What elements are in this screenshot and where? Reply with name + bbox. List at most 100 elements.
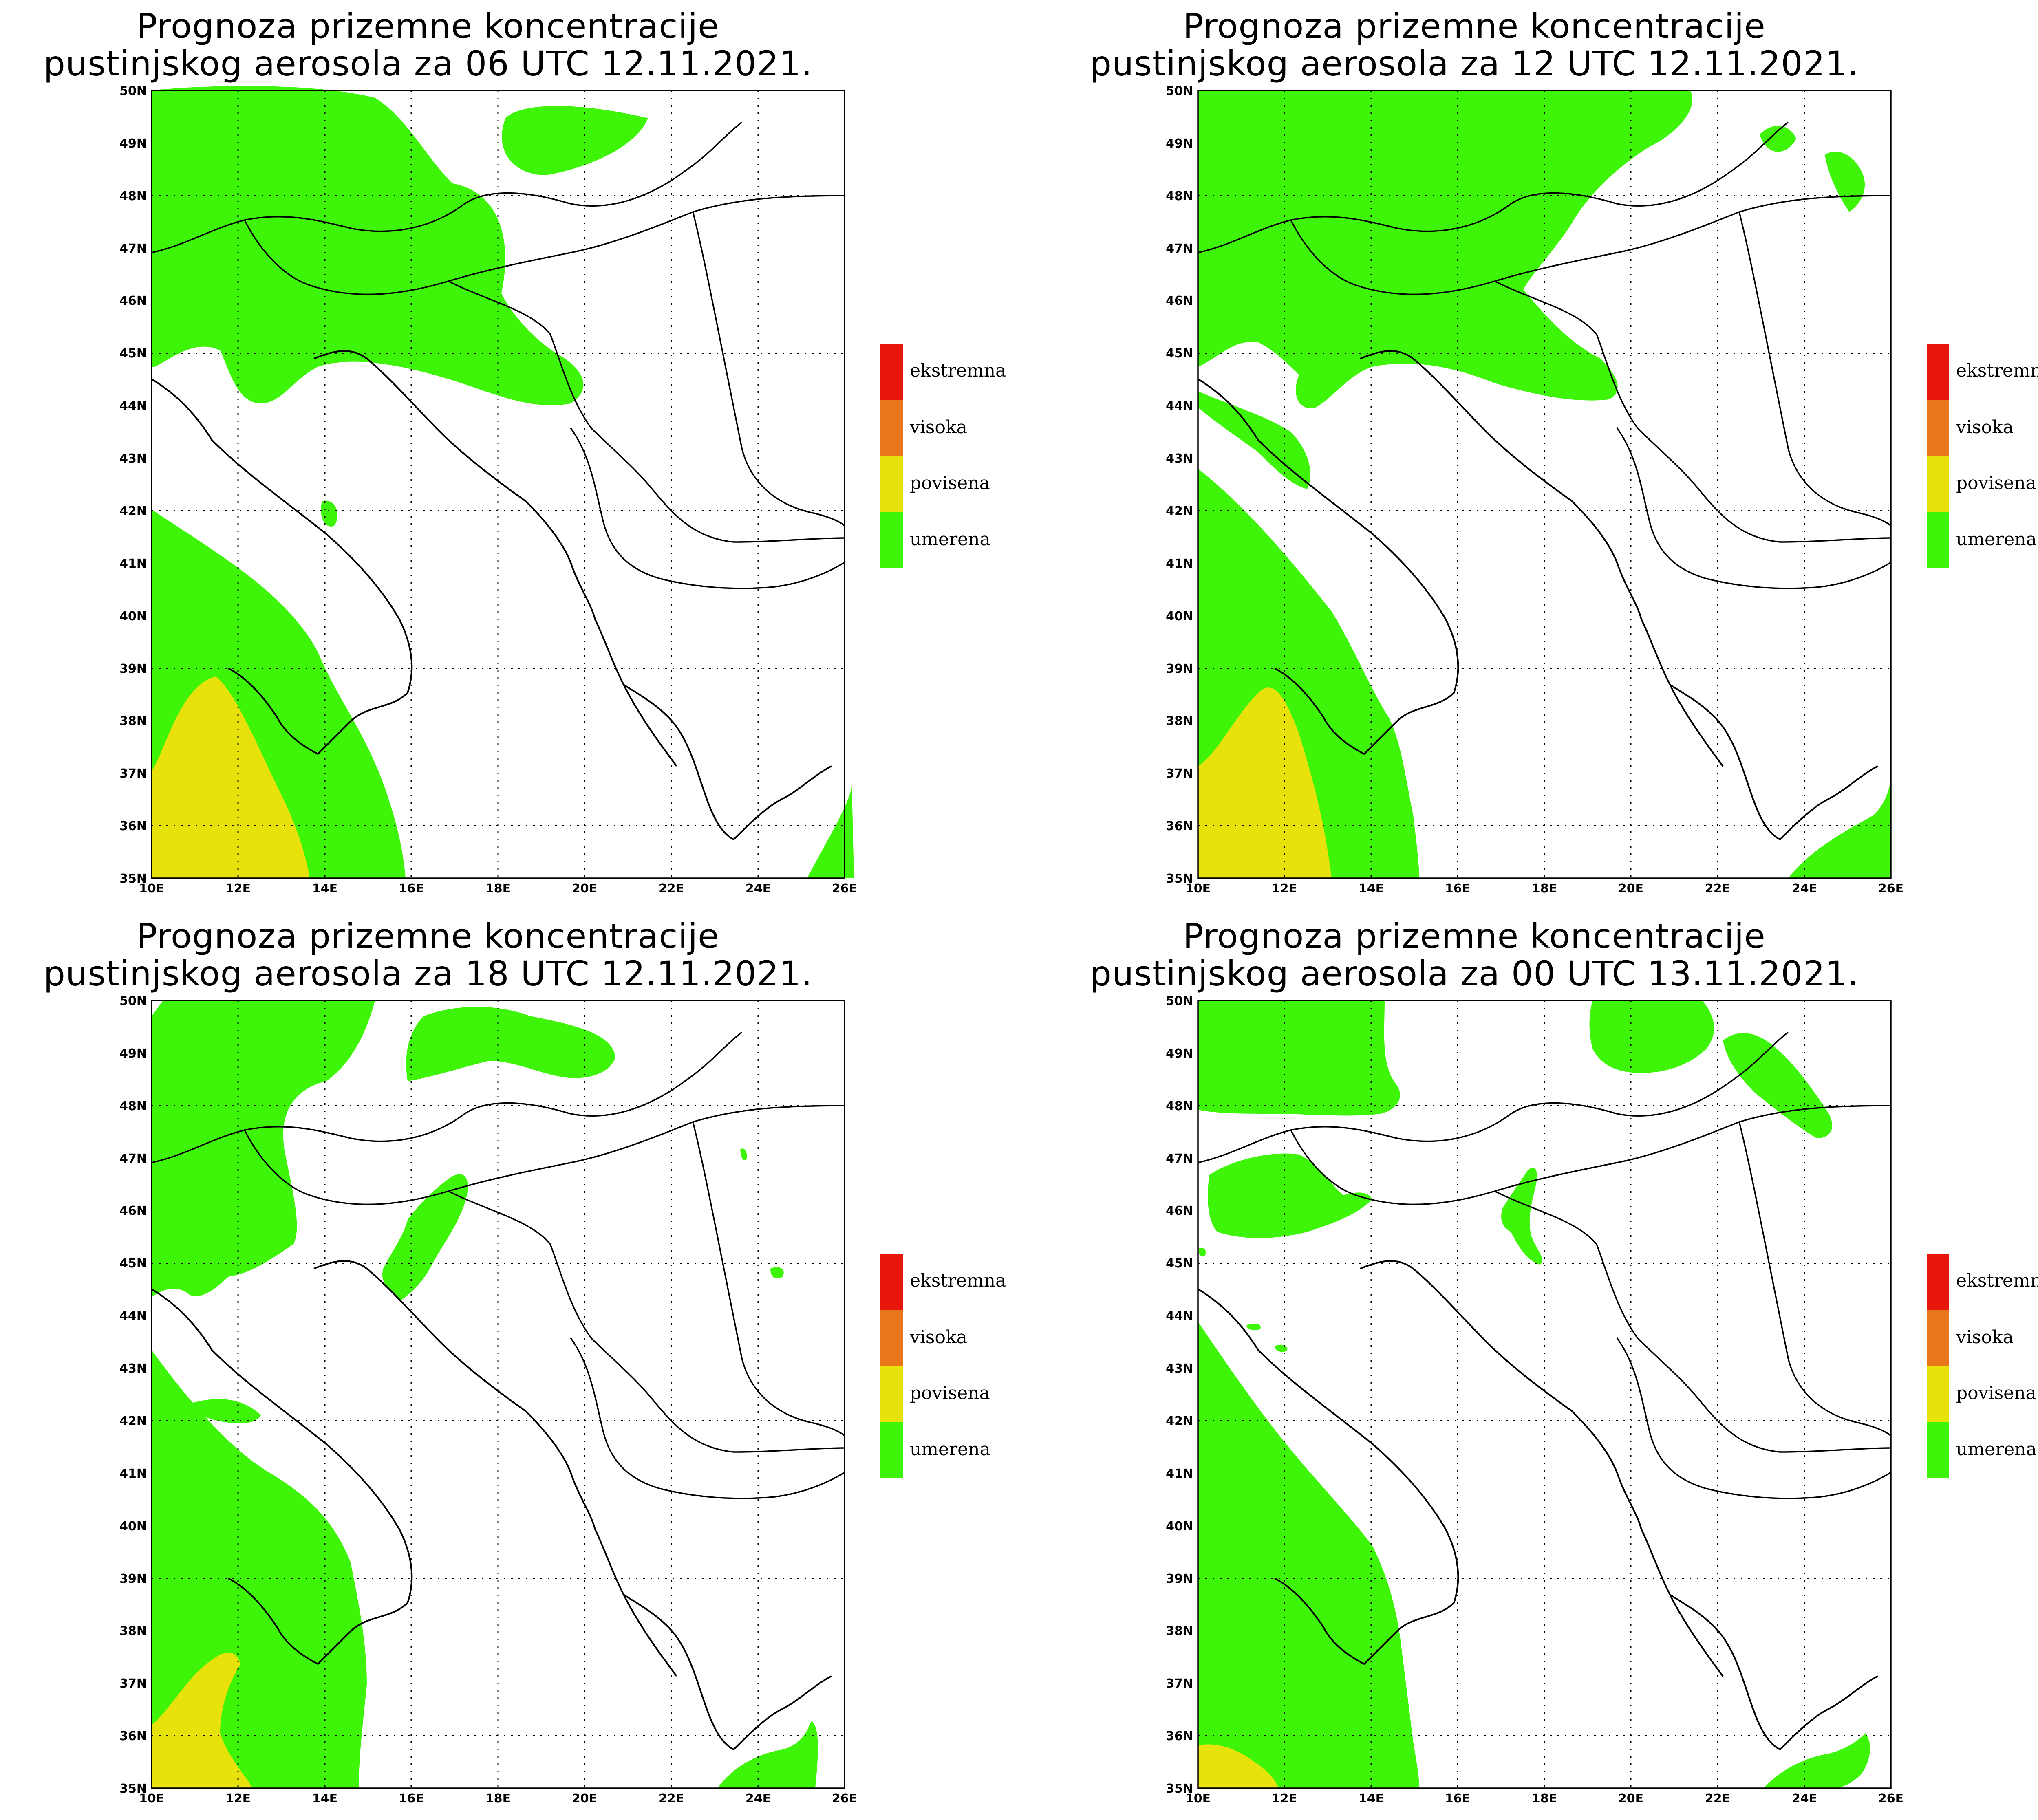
legend-label-ekstremna: ekstremna — [1956, 360, 2038, 381]
lon-label: 22E — [659, 881, 684, 896]
lat-label: 39N — [119, 1572, 147, 1586]
border-central — [244, 1105, 845, 1205]
legend-swatch-umerena — [1927, 512, 1949, 568]
gridlines — [152, 90, 845, 878]
lat-label: 42N — [119, 504, 147, 518]
elevated-zone — [152, 676, 310, 878]
lon-label: 20E — [572, 1791, 597, 1806]
legend-label-ekstremna: ekstremna — [910, 360, 1006, 381]
lat-label: 48N — [119, 189, 147, 203]
lon-label: 10E — [139, 1791, 164, 1806]
lon-label: 10E — [1185, 1791, 1211, 1806]
lat-label: 41N — [119, 1467, 147, 1481]
lat-label: 50N — [1166, 84, 1193, 98]
lat-label: 48N — [119, 1099, 147, 1113]
forecast-map-2: 50N 49N 48N 47N 46N 45N 44N 43N 42N 41N … — [1166, 84, 2038, 896]
border-east — [1738, 212, 1892, 527]
moderate-zone-ro-dot — [770, 1267, 784, 1278]
lat-label: 50N — [119, 84, 147, 98]
elevated-zone — [1198, 687, 1332, 878]
map-frame — [151, 1000, 845, 1789]
longitude-labels: 10E 12E 14E 16E 18E 20E 22E 24E 26E — [139, 881, 857, 896]
lat-label: 43N — [119, 1362, 147, 1376]
lon-label: 20E — [572, 881, 597, 896]
legend: ekstremna visoka povisena umerena — [1927, 344, 2038, 568]
forecast-map-1: 50N 49N 48N 47N 46N 45N 44N 43N 42N 41N … — [119, 84, 1006, 896]
forecast-panel-1: Prognoza prizemne koncentracije pustinjs… — [0, 0, 1046, 910]
moderate-zone-ukraine — [1760, 126, 1796, 152]
longitude-labels: 10E 12E 14E 16E 18E 20E 22E 24E 26E — [139, 1791, 857, 1806]
gridlines — [152, 1000, 845, 1788]
lat-label: 41N — [1166, 1467, 1193, 1481]
lon-label: 12E — [225, 881, 251, 896]
lat-label: 50N — [119, 994, 147, 1008]
lat-label: 37N — [1166, 767, 1193, 781]
adriatic-east-coast — [1360, 1260, 1724, 1677]
legend-label-umerena: umerena — [910, 1439, 990, 1460]
moderate-zone-ukraine-2 — [1825, 152, 1865, 212]
lon-label: 22E — [1705, 881, 1730, 896]
aerosol-fields — [1198, 1000, 1870, 1788]
lon-label: 18E — [1532, 1791, 1557, 1806]
lat-label: 46N — [1166, 1204, 1193, 1218]
lat-label: 41N — [1166, 557, 1193, 571]
moderate-zone-north — [152, 86, 584, 405]
moderate-zone-austria — [1208, 1153, 1372, 1238]
lat-label: 44N — [119, 1309, 147, 1323]
moderate-zone-hu-dot — [740, 1148, 747, 1161]
panel-title-line2: pustinjskog aerosola za 18 UTC 12.11.202… — [43, 954, 813, 994]
lon-label: 10E — [139, 881, 164, 896]
moderate-zone-northwest — [152, 1000, 375, 1297]
lat-label: 50N — [1166, 994, 1193, 1008]
lat-label: 42N — [1166, 1414, 1193, 1428]
moderate-zone-north-center — [406, 1007, 615, 1081]
border-east — [692, 212, 845, 527]
moderate-zone-southeast — [807, 787, 854, 878]
moderate-zone-northwest — [1198, 1000, 1400, 1116]
border-balkan — [1494, 280, 1891, 543]
lat-label: 47N — [1166, 242, 1193, 256]
legend-label-visoka: visoka — [909, 417, 967, 438]
lat-label: 41N — [119, 557, 147, 571]
legend-label-ekstremna: ekstremna — [1956, 1270, 2038, 1291]
lon-label: 18E — [485, 1791, 511, 1806]
panel-title-line2: pustinjskog aerosola za 12 UTC 12.11.202… — [1090, 44, 1859, 84]
elevated-zone — [1198, 1744, 1279, 1788]
latitude-labels: 50N 49N 48N 47N 46N 45N 44N 43N 42N 41N … — [119, 84, 147, 886]
lat-label: 46N — [119, 1204, 147, 1218]
border-central — [1290, 195, 1891, 295]
longitude-labels: 10E 12E 14E 16E 18E 20E 22E 24E 26E — [1185, 1791, 1903, 1806]
lat-label: 40N — [1166, 609, 1193, 624]
adriatic-east-coast — [1360, 350, 1724, 767]
lat-label: 45N — [1166, 1256, 1193, 1271]
lat-label: 37N — [119, 767, 147, 781]
lat-label: 46N — [1166, 294, 1193, 308]
moderate-zone-slovenia — [382, 1174, 468, 1301]
moderate-zone-south — [1198, 1322, 1419, 1788]
lat-label: 38N — [119, 1624, 147, 1638]
legend-swatch-umerena — [1927, 1422, 1949, 1478]
adriatic-east-coast — [313, 350, 677, 767]
lon-label: 20E — [1618, 1791, 1643, 1806]
moderate-zone-southeast — [717, 1721, 818, 1788]
border-east — [692, 1122, 845, 1437]
lat-label: 48N — [1166, 1099, 1193, 1113]
border-central — [244, 195, 845, 295]
gridlines — [1198, 90, 1891, 878]
lat-label: 36N — [119, 819, 147, 833]
lat-label: 45N — [119, 346, 147, 361]
lon-label: 16E — [1445, 881, 1470, 896]
greece-coast — [623, 1594, 832, 1751]
legend: ekstremna visoka povisena umerena — [880, 1254, 1006, 1478]
lon-label: 20E — [1618, 881, 1643, 896]
lat-label: 47N — [119, 1152, 147, 1166]
legend-label-ekstremna: ekstremna — [910, 1270, 1006, 1291]
lon-label: 16E — [1445, 1791, 1470, 1806]
lat-label: 37N — [1166, 1677, 1193, 1691]
lat-label: 42N — [1166, 504, 1193, 518]
legend-swatch-visoka — [1927, 400, 1949, 456]
border-south-balkan — [1616, 1337, 1891, 1499]
map-frame — [1197, 1000, 1892, 1789]
border-south-balkan — [1616, 427, 1891, 589]
panel-title-line2: pustinjskog aerosola za 00 UTC 13.11.202… — [1090, 954, 1859, 994]
